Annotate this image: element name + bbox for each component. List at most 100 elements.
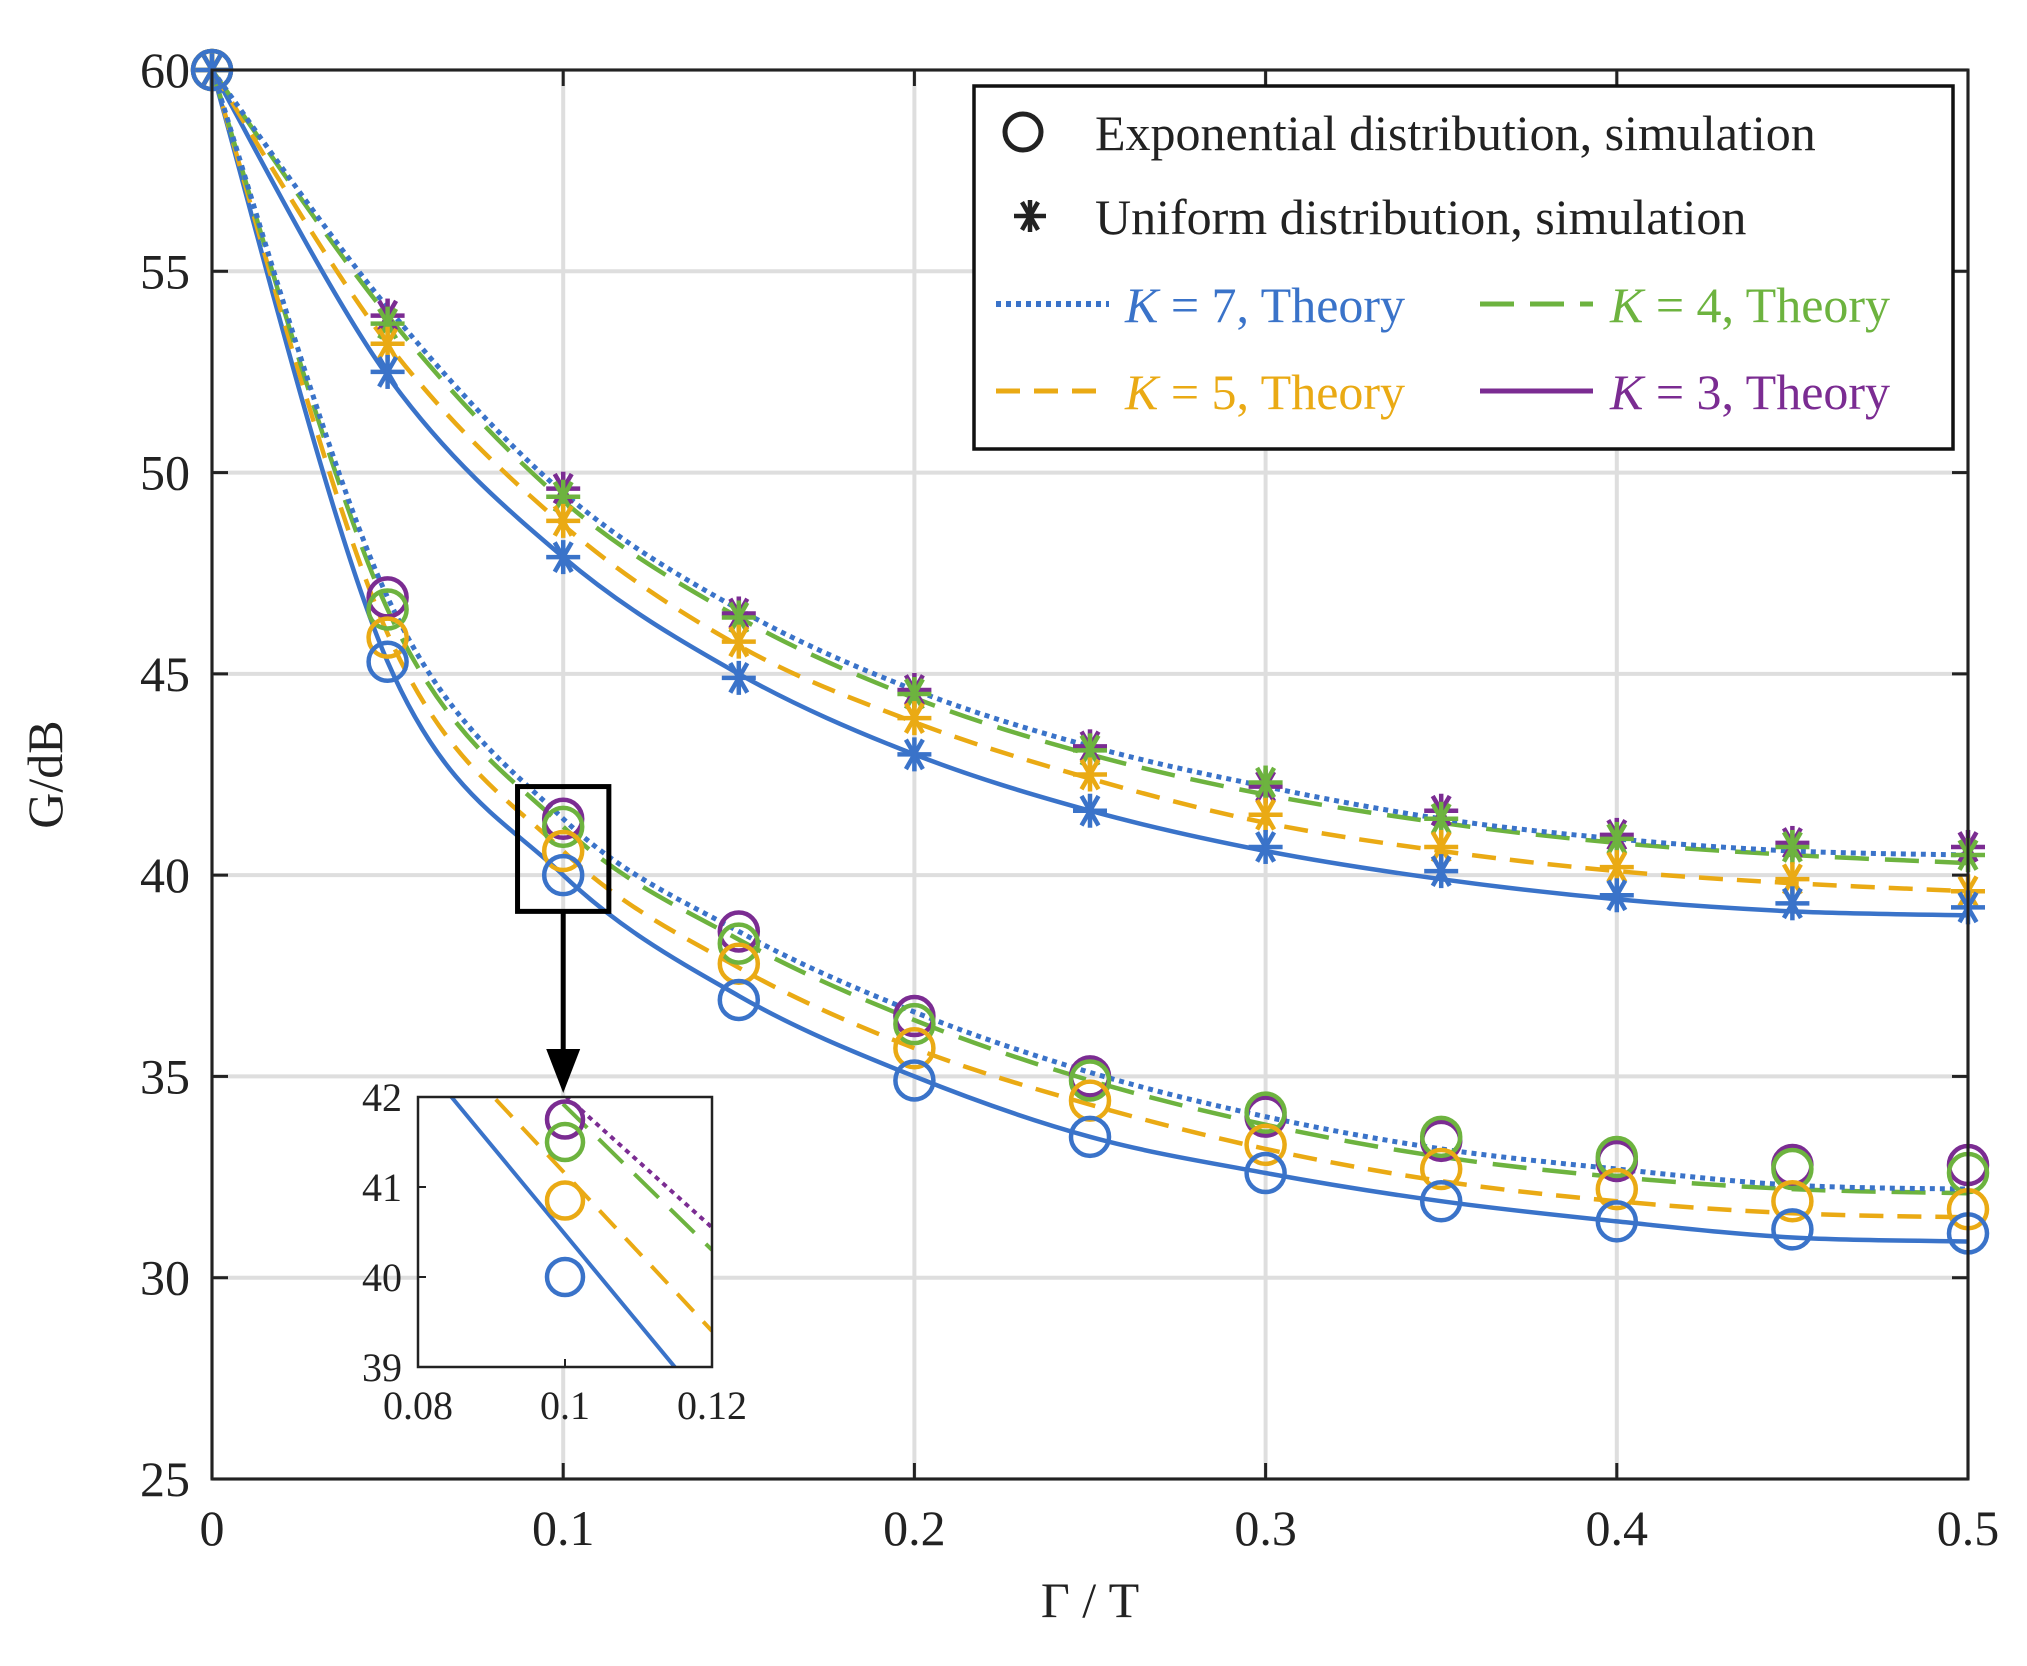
inset-circle-marker — [544, 1180, 586, 1221]
circle-marker — [893, 1059, 936, 1102]
asterisk-marker — [1248, 829, 1283, 864]
y-tick-label: 55 — [140, 243, 190, 299]
circle-marker — [1244, 1123, 1287, 1167]
y-tick-label: 30 — [140, 1250, 190, 1306]
legend-label-exponential: Exponential distribution, simulation — [1095, 105, 1816, 161]
circle-marker — [1771, 1208, 1814, 1251]
inset-plot: 0.08 0.1 0.12 39 40 41 42 — [362, 1075, 747, 1428]
x-axis-label: Γ / T — [1041, 1572, 1139, 1628]
asterisk-marker — [1775, 829, 1810, 864]
legend-label-text: = 7, Theory — [1158, 277, 1405, 333]
circle-marker — [893, 1002, 936, 1046]
asterisk-marker — [1775, 886, 1810, 921]
legend-box — [972, 84, 1955, 451]
x-tick-label: 0.5 — [1937, 1500, 2000, 1556]
asterisk-marker — [1073, 793, 1107, 828]
inset-y-tick-label: 42 — [362, 1075, 402, 1120]
asterisk-marker — [546, 503, 581, 538]
circle-marker — [366, 576, 409, 619]
asterisk-marker — [1599, 850, 1634, 885]
circle-marker — [366, 588, 409, 631]
legend-label-K4: K = 4, Theory — [1609, 277, 1890, 333]
circle-marker — [541, 853, 585, 897]
circle-marker — [1068, 1115, 1112, 1159]
inset-circle-marker — [544, 1099, 586, 1140]
circle-marker — [541, 805, 585, 849]
x-tick-label: 0.2 — [883, 1500, 946, 1556]
circle-marker — [893, 1026, 936, 1070]
legend-circle-icon — [1002, 111, 1044, 153]
y-tick-label: 40 — [140, 847, 190, 903]
y-tick-label: 45 — [140, 646, 190, 702]
circle-marker — [1771, 1147, 1814, 1191]
inset-circle-marker — [544, 1121, 586, 1163]
inset-line — [448, 1097, 678, 1367]
legend: Exponential distribution, simulation Unif… — [972, 84, 1955, 451]
inset-x-tick-label: 0.08 — [383, 1383, 453, 1428]
asterisk-marker — [1073, 757, 1107, 792]
legend-label-K7: K = 7, Theory — [1124, 277, 1405, 333]
inset-line — [552, 1097, 712, 1252]
inset-content — [448, 1097, 712, 1367]
circle-marker — [1419, 1115, 1463, 1159]
circle-marker — [1419, 1147, 1463, 1191]
circle-marker — [1595, 1167, 1639, 1211]
series-line — [209, 69, 1969, 1220]
plot-frame — [210, 68, 1970, 1481]
asterisk-marker — [1424, 854, 1459, 889]
asterisk-marker — [1014, 200, 1046, 232]
tick-labels: 0 0.1 0.2 0.3 0.4 0.5 25 30 35 40 45 50 55 60 — [140, 42, 1999, 1556]
y-tick-label: 25 — [140, 1451, 190, 1507]
circle-marker — [1419, 1179, 1463, 1223]
y-tick-label: 35 — [140, 1048, 190, 1104]
circle-marker — [541, 829, 585, 873]
circle-marker — [1595, 1200, 1639, 1243]
zoom-indicator — [515, 784, 612, 1093]
series-line — [209, 69, 1969, 1196]
inset-y-tick-label: 40 — [362, 1255, 402, 1300]
circle-marker — [717, 978, 761, 1022]
asterisk-marker — [721, 660, 756, 695]
legend-k-symbol: K — [1609, 364, 1646, 420]
circle-marker — [1244, 1151, 1287, 1195]
asterisk-marker — [1248, 797, 1283, 832]
legend-k-symbol: K — [1124, 277, 1161, 333]
zoom-arrow-head — [546, 1049, 581, 1093]
inset-line — [490, 1097, 712, 1333]
inset-y-tick-label: 39 — [362, 1345, 402, 1390]
asterisk-marker — [1599, 878, 1634, 913]
legend-label-K5: K = 5, Theory — [1124, 364, 1405, 420]
circle-marker — [1771, 1179, 1814, 1223]
circle-marker — [1068, 1059, 1112, 1102]
legend-label-text: = 3, Theory — [1643, 364, 1890, 420]
legend-label-text: = 4, Theory — [1643, 277, 1890, 333]
circle-marker — [717, 910, 761, 953]
circle-marker — [366, 640, 409, 684]
inset-circle-marker — [544, 1256, 586, 1298]
axis-ticks — [210, 68, 1970, 1481]
y-tick-label: 60 — [140, 42, 190, 98]
asterisk-marker — [370, 354, 405, 389]
x-tick-label: 0 — [200, 1500, 225, 1556]
legend-label-K3: K = 3, Theory — [1609, 364, 1890, 420]
asterisk-marker — [1424, 801, 1459, 836]
asterisk-marker — [721, 624, 756, 659]
inset-x-tick-label: 0.12 — [677, 1383, 747, 1428]
legend-label-text: = 5, Theory — [1158, 364, 1405, 420]
asterisk-marker — [546, 540, 581, 575]
y-axis-label: G/dB — [17, 720, 73, 828]
legend-k-symbol: K — [1124, 364, 1161, 420]
asterisk-marker — [897, 701, 932, 736]
inset-y-tick-label: 41 — [362, 1165, 402, 1210]
asterisk-marker — [897, 737, 932, 772]
x-tick-label: 0.3 — [1234, 1500, 1297, 1556]
circle-marker — [1595, 1135, 1639, 1179]
x-tick-label: 0.4 — [1586, 1500, 1649, 1556]
asterisk-marker — [1248, 765, 1283, 800]
series-line — [210, 68, 1969, 866]
marker-layer — [190, 48, 1990, 1255]
legend-label-uniform: Uniform distribution, simulation — [1095, 189, 1746, 245]
circle-marker — [717, 922, 761, 965]
inset-x-tick-label: 0.1 — [540, 1383, 590, 1428]
